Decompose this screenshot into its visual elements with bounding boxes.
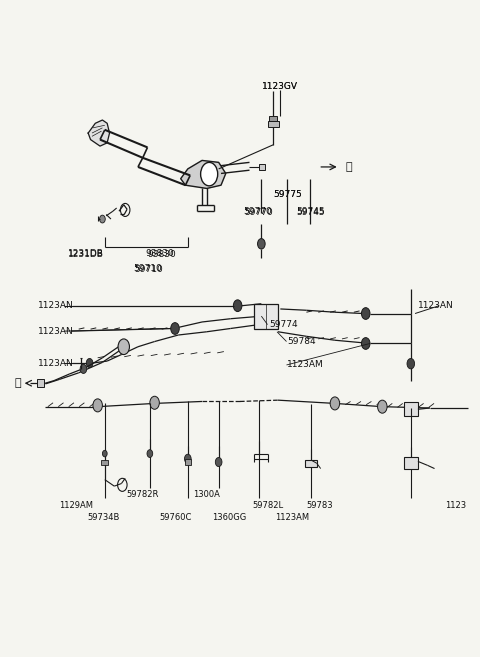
Text: 59782L: 59782L bbox=[252, 501, 283, 510]
Circle shape bbox=[93, 399, 102, 412]
Circle shape bbox=[99, 215, 105, 223]
Bar bbox=[101, 460, 108, 465]
Text: 1231DB: 1231DB bbox=[68, 249, 104, 258]
Text: 59710: 59710 bbox=[133, 264, 162, 273]
Text: 59770: 59770 bbox=[245, 208, 273, 217]
Circle shape bbox=[147, 449, 153, 457]
Circle shape bbox=[330, 397, 340, 410]
Circle shape bbox=[216, 457, 222, 466]
Text: 93830: 93830 bbox=[145, 249, 174, 258]
Text: 1123GV: 1123GV bbox=[263, 81, 299, 91]
Circle shape bbox=[184, 454, 191, 463]
Circle shape bbox=[361, 307, 370, 319]
Bar bbox=[185, 459, 191, 465]
Bar bbox=[37, 379, 44, 387]
Bar bbox=[254, 304, 278, 328]
Text: 59783: 59783 bbox=[306, 501, 333, 510]
Polygon shape bbox=[180, 160, 226, 189]
Circle shape bbox=[171, 323, 179, 334]
Circle shape bbox=[233, 300, 242, 311]
Text: 59734B: 59734B bbox=[88, 513, 120, 522]
Text: 59775: 59775 bbox=[273, 191, 302, 200]
Bar bbox=[267, 122, 279, 127]
Text: 59775: 59775 bbox=[273, 191, 302, 200]
Text: 1123GV: 1123GV bbox=[263, 81, 299, 91]
Circle shape bbox=[86, 359, 93, 367]
Circle shape bbox=[150, 396, 159, 409]
Text: 1360GG: 1360GG bbox=[213, 513, 247, 522]
Circle shape bbox=[201, 162, 218, 186]
Bar bbox=[269, 116, 277, 122]
Text: 1129AM: 1129AM bbox=[60, 501, 93, 510]
Bar bbox=[404, 402, 418, 417]
Text: Ⓐ: Ⓐ bbox=[346, 162, 352, 172]
Circle shape bbox=[102, 450, 107, 457]
Text: 1123: 1123 bbox=[445, 501, 467, 510]
Text: 1123AN: 1123AN bbox=[38, 327, 74, 336]
Circle shape bbox=[118, 339, 130, 355]
Text: 59710: 59710 bbox=[134, 265, 163, 274]
Text: 59782R: 59782R bbox=[127, 490, 159, 499]
Text: Ⓐ: Ⓐ bbox=[15, 378, 21, 388]
Text: 1123AM: 1123AM bbox=[275, 513, 309, 522]
Text: 59760C: 59760C bbox=[160, 513, 192, 522]
Circle shape bbox=[258, 238, 265, 249]
Text: 59774: 59774 bbox=[269, 320, 298, 329]
Text: 59745: 59745 bbox=[296, 208, 324, 216]
Polygon shape bbox=[88, 120, 109, 146]
Text: 1123AM: 1123AM bbox=[288, 361, 324, 369]
Text: 1231DB: 1231DB bbox=[68, 250, 104, 259]
Text: 1123AN: 1123AN bbox=[38, 359, 74, 367]
Text: 93830: 93830 bbox=[147, 250, 176, 259]
Circle shape bbox=[361, 338, 370, 350]
Bar bbox=[404, 457, 418, 468]
Text: 1300A: 1300A bbox=[193, 490, 220, 499]
Text: 1123AN: 1123AN bbox=[38, 301, 74, 310]
Text: 1123AN: 1123AN bbox=[418, 301, 454, 310]
Text: 59784: 59784 bbox=[288, 337, 316, 346]
Text: 59770: 59770 bbox=[243, 208, 272, 216]
Bar bbox=[259, 164, 264, 170]
Circle shape bbox=[407, 359, 415, 369]
Text: 59745: 59745 bbox=[296, 208, 324, 217]
Bar bbox=[305, 460, 317, 466]
Circle shape bbox=[80, 365, 87, 373]
Circle shape bbox=[378, 400, 387, 413]
